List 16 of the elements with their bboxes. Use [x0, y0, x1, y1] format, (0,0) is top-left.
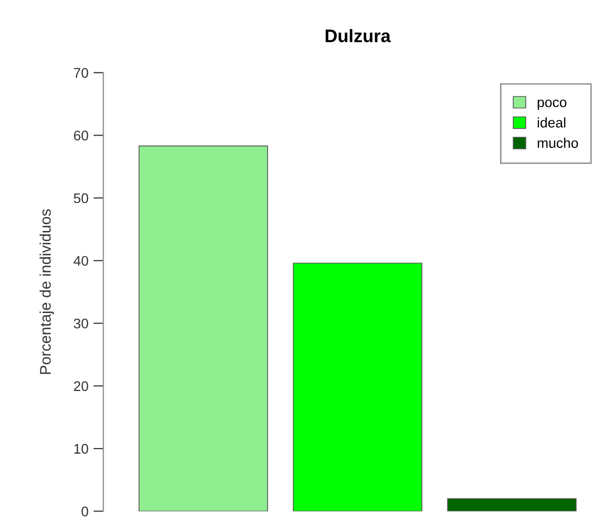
bar: [292, 262, 422, 512]
legend-label: ideal: [538, 117, 566, 128]
y-axis-title: Porcentaje de individuos: [40, 209, 54, 374]
legend-label: mucho: [538, 138, 578, 148]
y-tick-label: 30: [74, 318, 88, 328]
y-tick-label: 10: [74, 444, 88, 454]
y-tick-label: 40: [74, 256, 88, 266]
legend-label: poco: [538, 100, 566, 110]
y-tick-label: 60: [74, 130, 88, 140]
chart-title: Dulzura: [326, 29, 391, 42]
y-tick-label: 0: [82, 506, 88, 516]
y-tick-label: 70: [74, 68, 88, 78]
bar: [138, 146, 268, 512]
bar: [447, 498, 577, 512]
y-tick-label: 20: [74, 381, 88, 392]
y-tick-label: 50: [74, 193, 88, 204]
